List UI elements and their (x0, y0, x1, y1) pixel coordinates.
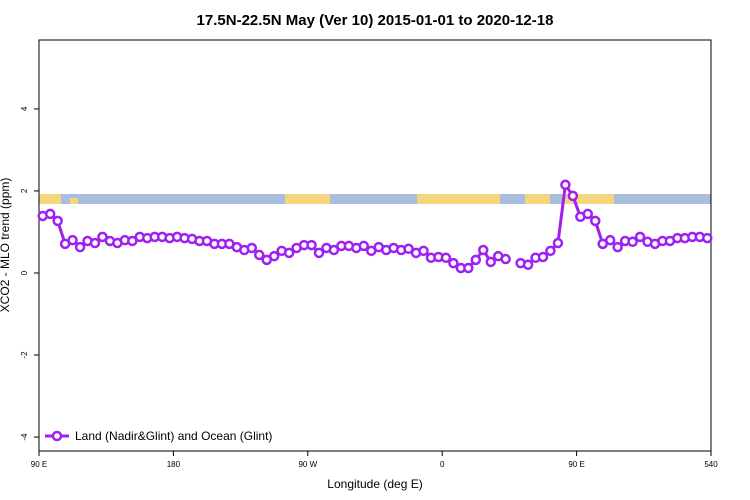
chart-title: 17.5N-22.5N May (Ver 10) 2015-01-01 to 2… (197, 12, 554, 29)
data-point (97, 231, 108, 243)
data-point (590, 215, 601, 227)
ocean-strip (39, 194, 711, 204)
land-strip (562, 194, 614, 204)
land-ocean-strip (39, 194, 711, 204)
land-strip (525, 194, 550, 204)
data-point (127, 235, 138, 247)
data-point (485, 256, 496, 268)
data-point (328, 244, 340, 256)
data-point (463, 262, 474, 274)
data-point (74, 241, 86, 253)
data-point (470, 254, 482, 266)
y-tick-label: 4 (20, 106, 29, 111)
data-point (403, 243, 414, 255)
x-tick-label: 540 (704, 460, 718, 469)
land-strip (417, 194, 500, 204)
y-axis-label: XCO2 - MLO trend (ppm) (0, 178, 12, 313)
legend-marker (51, 430, 63, 442)
y-tick-label: -2 (20, 351, 29, 359)
data-point (537, 251, 549, 263)
data-point (500, 253, 511, 265)
data-point (545, 245, 556, 257)
data-point (560, 179, 571, 191)
data-point (306, 239, 317, 251)
land-strip (39, 194, 61, 204)
data-point (552, 237, 564, 249)
data-point (268, 250, 280, 262)
land-strip (285, 194, 330, 204)
data-point (567, 190, 579, 202)
y-tick-label: -4 (20, 433, 29, 441)
x-axis-label: Longitude (deg E) (327, 477, 422, 491)
data-point (702, 232, 713, 244)
plot-frame (38, 39, 712, 452)
y-tick-label: 0 (20, 270, 29, 275)
x-tick-label: 180 (167, 460, 181, 469)
data-point (582, 208, 594, 220)
data-point (44, 208, 56, 220)
data-point (358, 240, 370, 252)
x-tick-label: 0 (440, 460, 445, 469)
data-point (418, 245, 429, 257)
data-point (448, 257, 459, 269)
legend-label: Land (Nadir&Glint) and Ocean (Glint) (75, 429, 272, 443)
x-tick-label: 90 W (298, 460, 317, 469)
data-point (254, 249, 265, 261)
y-tick-label: 2 (20, 188, 29, 193)
data-point (313, 247, 325, 259)
data-point (627, 236, 638, 248)
data-point (478, 244, 489, 256)
data-point (283, 247, 295, 259)
data-point (246, 242, 258, 254)
data-point (52, 215, 63, 227)
data-point (612, 241, 623, 253)
data-point (67, 234, 78, 246)
data-point (440, 252, 452, 264)
data-point (634, 231, 646, 243)
data-point (89, 237, 101, 249)
x-tick-label: 90 E (568, 460, 584, 469)
data-point (604, 234, 616, 246)
x-tick-label: 90 E (31, 460, 47, 469)
land-strip (70, 198, 78, 204)
data-point (522, 259, 534, 271)
